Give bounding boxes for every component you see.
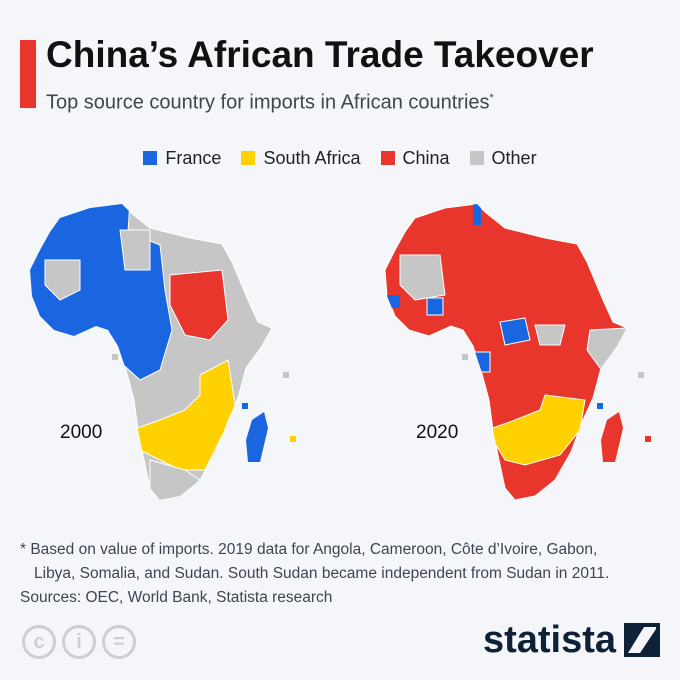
legend-swatch [143, 151, 158, 165]
cc-license-icon[interactable]: c [22, 625, 56, 659]
footnote-line: * Based on value of imports. 2019 data f… [20, 541, 598, 558]
year-label-2000: 2000 [60, 422, 103, 443]
logo-text: statista [482, 619, 616, 661]
island [645, 436, 651, 442]
legend-item-other: Other [469, 147, 537, 169]
map-2000 [29, 203, 296, 501]
legend-label: France [165, 148, 222, 168]
legend-label: Other [491, 148, 537, 168]
island [597, 403, 603, 409]
subtitle-text: Top source country for imports in Africa… [46, 91, 490, 114]
page-title: China’s African Trade Takeover [46, 34, 594, 75]
madagascar [601, 412, 623, 462]
legend-item-china: China [380, 147, 450, 169]
footnote-line: Libya, Somalia, and Sudan. South Sudan b… [34, 565, 610, 582]
island [242, 403, 248, 409]
year-label-2020: 2020 [416, 422, 459, 443]
legend-swatch [469, 151, 484, 165]
footnote-mark: * [489, 92, 494, 104]
map-2020 [384, 203, 651, 501]
legend-item-south-africa: South Africa [241, 147, 361, 169]
island [462, 354, 468, 360]
island [638, 372, 644, 378]
island [112, 354, 118, 360]
sources: Sources: OEC, World Bank, Statista resea… [20, 589, 333, 606]
statista-logo[interactable]: statista [483, 620, 660, 660]
legend: France South Africa China Other [0, 147, 680, 169]
legend-swatch [380, 151, 395, 165]
no-derivatives-icon[interactable]: = [102, 625, 136, 659]
madagascar [246, 412, 268, 462]
footer-text: * Based on value of imports. 2019 data f… [20, 540, 670, 608]
legend-label: South Africa [263, 148, 361, 168]
legend-swatch [241, 151, 256, 165]
subtitle: Top source country for imports in Africa… [46, 86, 494, 115]
island [290, 436, 296, 442]
statista-logo-icon [624, 623, 660, 657]
legend-item-france: France [143, 147, 221, 169]
island [283, 372, 289, 378]
title-accent-bar [20, 40, 36, 108]
attribution-icon[interactable]: i [62, 625, 96, 659]
legend-label: China [402, 148, 450, 168]
africa-maps [29, 203, 651, 501]
